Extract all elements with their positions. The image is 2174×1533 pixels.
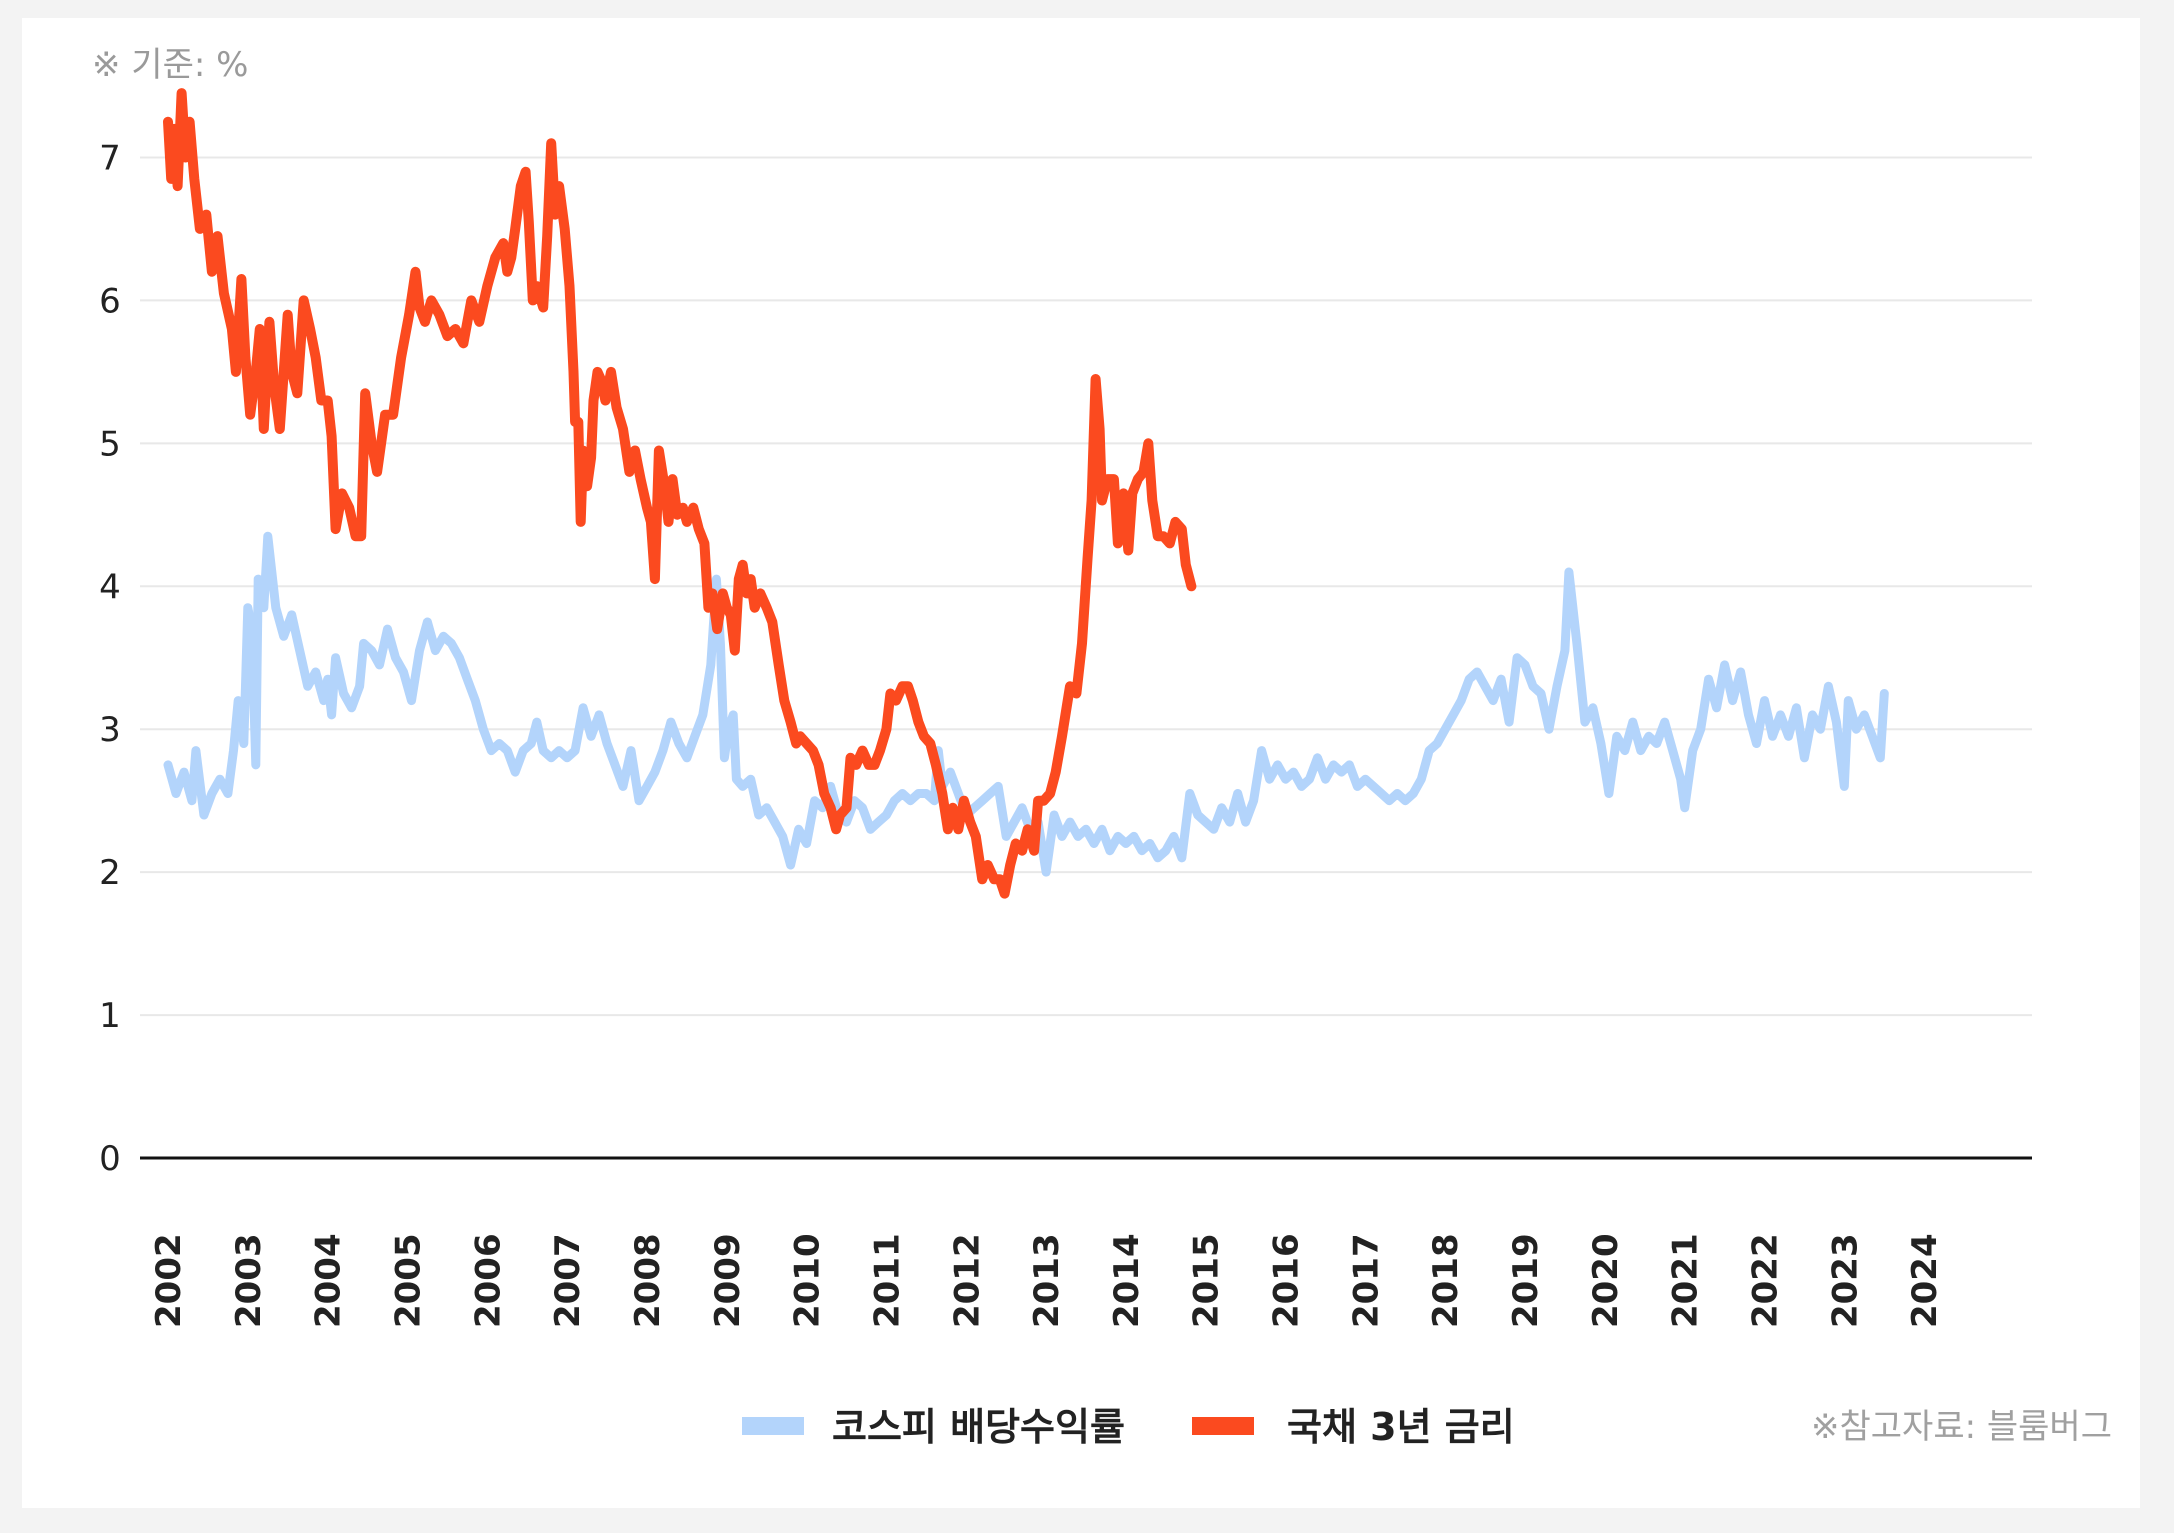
x-tick-label: 2023 xyxy=(1825,1233,1865,1328)
x-tick-label: 2024 xyxy=(1905,1233,1945,1328)
x-tick-label: 2008 xyxy=(628,1233,668,1328)
y-tick-label: 4 xyxy=(99,567,121,607)
y-tick-label: 6 xyxy=(99,281,121,321)
legend: 코스피 배당수익률 국채 3년 금리 xyxy=(742,1405,1515,1449)
y-tick-label: 7 xyxy=(99,138,121,178)
y-axis-ticks: 0 1 2 3 4 5 6 7 xyxy=(99,138,121,1179)
legend-label-kospi-dividend-yield: 코스피 배당수익률 xyxy=(832,1405,1125,1449)
source-note: ※참고자료: 블룸버그 xyxy=(1811,1407,2112,1447)
x-tick-label: 2012 xyxy=(947,1233,987,1328)
x-tick-label: 2021 xyxy=(1666,1233,1706,1328)
y-tick-label: 5 xyxy=(99,424,121,464)
x-tick-label: 2018 xyxy=(1426,1233,1466,1328)
x-tick-label: 2009 xyxy=(708,1233,748,1328)
x-tick-label: 2013 xyxy=(1027,1233,1067,1328)
x-tick-label: 2020 xyxy=(1586,1233,1626,1328)
x-tick-label: 2002 xyxy=(149,1233,189,1328)
x-tick-label: 2011 xyxy=(867,1233,907,1328)
x-tick-label: 2017 xyxy=(1346,1233,1386,1328)
x-tick-label: 2010 xyxy=(788,1233,828,1328)
x-tick-label: 2007 xyxy=(548,1233,588,1328)
y-tick-label: 3 xyxy=(99,710,121,750)
x-tick-label: 2019 xyxy=(1506,1233,1546,1328)
series-line-treasury-3y-rate xyxy=(163,88,1197,899)
series-line-kospi-dividend-yield xyxy=(163,531,1889,877)
legend-label-treasury-3y-rate: 국채 3년 금리 xyxy=(1287,1405,1515,1449)
y-tick-label: 2 xyxy=(99,853,121,893)
x-tick-label: 2003 xyxy=(229,1233,269,1328)
x-tick-label: 2014 xyxy=(1107,1233,1147,1328)
x-tick-label: 2016 xyxy=(1267,1233,1307,1328)
x-tick-label: 2022 xyxy=(1746,1233,1786,1328)
y-tick-label: 0 xyxy=(99,1139,121,1179)
x-tick-label: 2006 xyxy=(468,1233,508,1328)
x-tick-label: 2005 xyxy=(388,1233,428,1328)
unit-note: ※ 기준: % xyxy=(92,45,248,85)
grid-lines xyxy=(140,156,2032,1017)
x-tick-label: 2004 xyxy=(309,1233,349,1328)
series-lines xyxy=(163,88,1889,899)
x-tick-label: 2015 xyxy=(1187,1233,1227,1328)
y-tick-label: 1 xyxy=(99,996,121,1036)
x-axis-ticks: 2002 2003 2004 2005 2006 2007 2008 2009 2010 2011… xyxy=(149,1233,1945,1328)
